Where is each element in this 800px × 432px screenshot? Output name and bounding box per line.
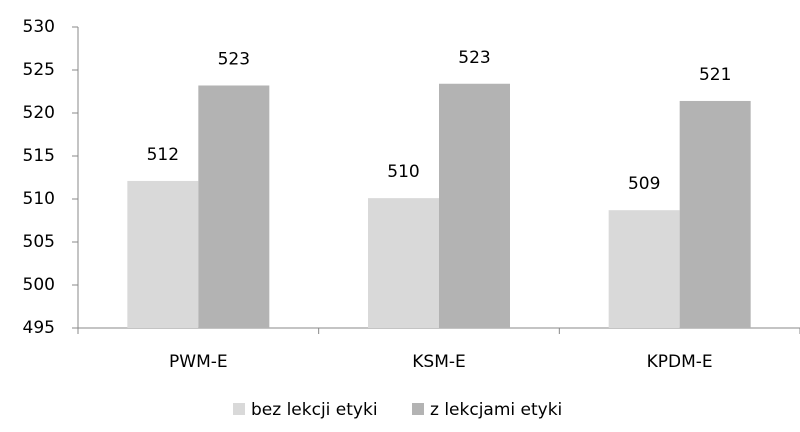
y-tick-label: 495	[23, 318, 55, 338]
legend-label: bez lekcji etyki	[251, 400, 378, 420]
bar	[439, 83, 510, 328]
x-tick-label: KSM-E	[412, 352, 465, 372]
bar	[198, 85, 270, 328]
legend-swatch	[233, 403, 245, 415]
y-tick-label: 530	[23, 17, 55, 37]
value-label: 509	[628, 174, 660, 194]
value-label: 510	[387, 162, 419, 182]
bar	[368, 198, 439, 328]
bar	[127, 180, 199, 328]
x-tick-label: PWM-E	[169, 352, 228, 372]
value-label: 523	[458, 48, 490, 68]
x-tick-label: KPDM-E	[647, 352, 713, 372]
value-label: 523	[218, 49, 250, 69]
bar	[608, 210, 680, 328]
bar	[679, 100, 751, 329]
y-tick-label: 505	[23, 232, 55, 252]
y-tick-label: 515	[23, 146, 55, 166]
y-tick-label: 510	[23, 189, 55, 209]
y-tick-label: 520	[23, 103, 55, 123]
value-label: 512	[147, 145, 179, 165]
y-tick-label: 500	[23, 275, 55, 295]
legend-swatch	[412, 403, 424, 415]
value-label: 521	[699, 65, 731, 85]
y-tick-label: 525	[23, 60, 55, 80]
legend-label: z lekcjami etyki	[430, 400, 562, 420]
